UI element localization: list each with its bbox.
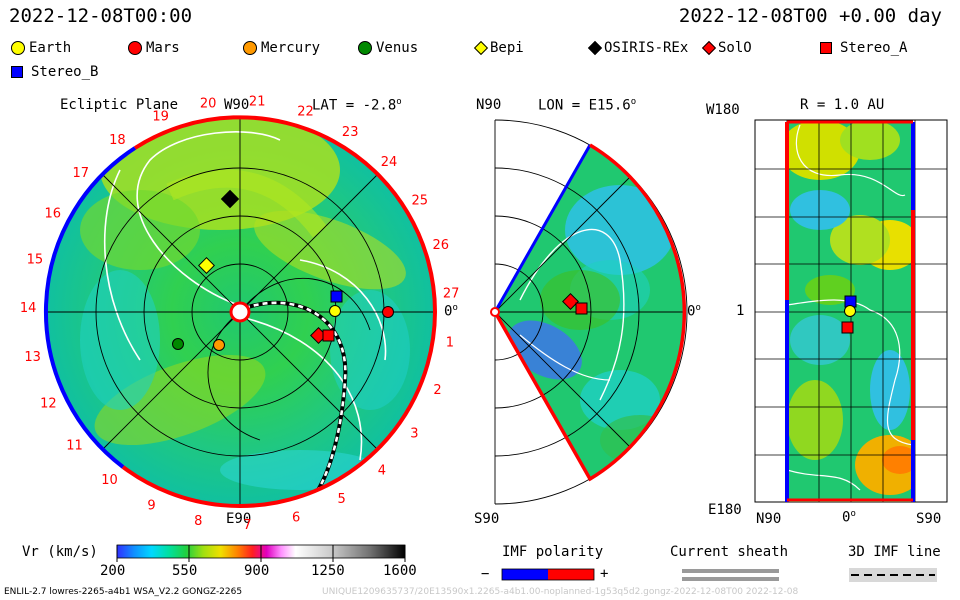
ecliptic-solo-marker <box>310 327 327 344</box>
sector-number-8: 8 <box>194 514 202 529</box>
current-sheath-title: Current sheath <box>670 544 789 560</box>
sector-number-1: 1 <box>446 336 454 351</box>
stereo-a-marker-icon <box>820 42 832 54</box>
map-left-mid-label: 1 <box>736 303 745 319</box>
legend-osiris-rex: OSIRIS-REx <box>587 40 688 56</box>
sector-number-22: 22 <box>297 104 314 119</box>
ecliptic-venus-marker <box>172 338 184 350</box>
legend-venus: Venus <box>358 40 418 56</box>
sector-number-7: 7 <box>243 518 251 533</box>
sector-number-21: 21 <box>249 95 266 110</box>
colorbar-tick-1250: 1250 <box>311 563 345 579</box>
sector-number-11: 11 <box>66 439 83 454</box>
map-bottom-mid-label: 0o <box>842 509 856 526</box>
footer-run-id: UNIQUE1209635737/20E13590x1.2265-a4b1.00… <box>322 587 799 597</box>
sector-number-20: 20 <box>200 96 217 111</box>
sector-number-2: 2 <box>433 383 441 398</box>
legend-mercury: Mercury <box>243 40 320 56</box>
ecliptic-stereo-b-marker <box>330 290 343 303</box>
map-left-top-label: W180 <box>706 102 740 118</box>
map-earth-marker <box>844 305 856 317</box>
ecliptic-latitude-label: LAT = -2.8o <box>312 97 402 114</box>
legend-bepi: Bepi <box>473 40 524 56</box>
sector-number-3: 3 <box>410 427 418 442</box>
meridional-panel <box>490 119 688 505</box>
meridional-bottom-label: S90 <box>474 511 500 527</box>
sector-number-6: 6 <box>292 511 300 526</box>
footer-model-info: ENLIL-2.7 lowres-2265-a4b1 WSA_V2.2 GONG… <box>4 587 243 597</box>
map-panel <box>754 119 948 503</box>
sector-number-17: 17 <box>73 166 90 181</box>
ecliptic-bottom-label: E90 <box>226 511 252 527</box>
stereo-b-marker-icon <box>11 66 23 78</box>
colorbar-label: Vr (km/s) <box>22 544 98 560</box>
colorbar-tick-550: 550 <box>172 563 198 579</box>
sector-number-9: 9 <box>147 499 155 514</box>
legend-mars: Mars <box>128 40 180 56</box>
ecliptic-plane-title: Ecliptic Plane <box>60 97 179 113</box>
legend-stereo-a: Stereo_A <box>820 40 907 56</box>
sector-number-14: 14 <box>20 301 37 316</box>
imf-line-title: 3D IMF line <box>848 544 941 560</box>
legend-solo: SolO <box>701 40 752 56</box>
current-sheath-swatch-top <box>682 569 779 573</box>
ecliptic-mercury-marker <box>213 339 225 351</box>
sector-number-18: 18 <box>109 133 126 148</box>
run-date-label: 2022-12-08T00:00 <box>9 5 193 27</box>
meridional-stereo-a-marker <box>575 302 588 315</box>
meridional-top-label: N90 <box>476 97 502 113</box>
colorbar-ticks <box>116 545 406 562</box>
ecliptic-stereo-a-marker <box>322 329 335 342</box>
sector-number-4: 4 <box>378 464 386 479</box>
sector-number-10: 10 <box>101 473 118 488</box>
ecliptic-top-label: W90 <box>224 97 250 113</box>
meridional-solo-marker <box>562 293 579 310</box>
sector-number-25: 25 <box>412 194 429 209</box>
map-bottom-right-label: S90 <box>916 511 942 527</box>
ecliptic-mars-marker <box>382 306 394 318</box>
current-sheath-swatch-bottom <box>682 577 779 581</box>
ecliptic-bepi-marker <box>198 257 215 274</box>
earth-marker-icon <box>11 41 25 55</box>
ecliptic-right-label: 0o <box>444 303 458 320</box>
sector-number-19: 19 <box>152 109 169 124</box>
imf-plus-sign: + <box>600 566 609 582</box>
ecliptic-earth-marker <box>329 305 341 317</box>
ecliptic-osiris-rex-marker <box>220 189 240 209</box>
meridional-right-label: 0o <box>687 303 701 320</box>
sector-number-24: 24 <box>381 155 398 170</box>
legend-earth: Earth <box>11 40 71 56</box>
elapsed-time-label: 2022-12-08T00 +0.00 day <box>678 5 942 27</box>
mars-marker-icon <box>128 41 142 55</box>
colorbar-tick-200: 200 <box>100 563 126 579</box>
sector-number-5: 5 <box>338 492 346 507</box>
venus-marker-icon <box>358 41 372 55</box>
colorbar-tick-900: 900 <box>244 563 270 579</box>
map-stereo-a-marker <box>841 321 854 334</box>
imf-polarity-title: IMF polarity <box>502 544 604 560</box>
imf-negative-swatch <box>502 569 548 580</box>
sector-number-27: 27 <box>443 286 460 301</box>
sector-number-12: 12 <box>40 397 57 412</box>
meridional-longitude-label: LON = E15.6o <box>538 97 637 114</box>
map-left-bottom-label: E180 <box>708 502 742 518</box>
sector-number-15: 15 <box>27 252 44 267</box>
imf-minus-sign: − <box>481 566 490 582</box>
sector-number-26: 26 <box>433 238 450 253</box>
imf-positive-swatch <box>548 569 594 580</box>
legend-stereo-b: Stereo_B <box>11 64 98 80</box>
mercury-marker-icon <box>243 41 257 55</box>
map-radius-label: R = 1.0 AU <box>800 97 885 113</box>
sector-number-13: 13 <box>24 350 41 365</box>
sector-number-16: 16 <box>45 207 62 222</box>
map-bottom-left-label: N90 <box>756 511 782 527</box>
colorbar-tick-1600: 1600 <box>383 563 417 579</box>
sector-number-23: 23 <box>342 125 359 140</box>
